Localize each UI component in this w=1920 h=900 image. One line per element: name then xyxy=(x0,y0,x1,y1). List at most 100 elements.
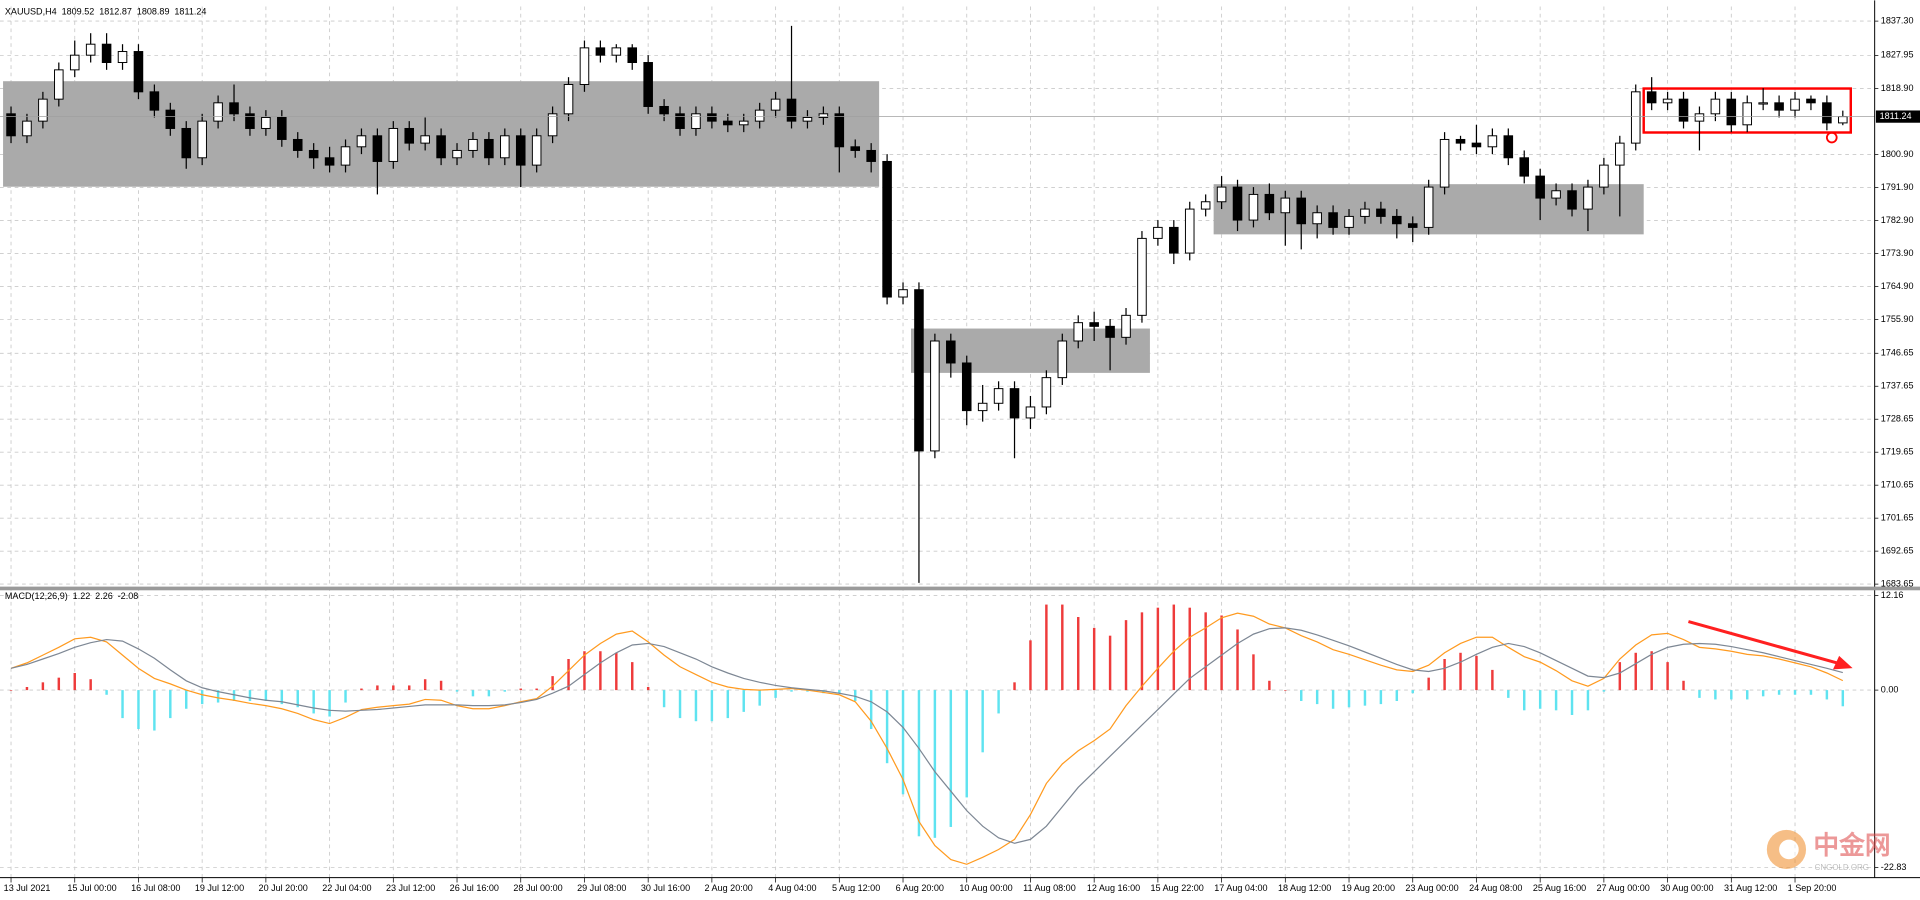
watermark-logo xyxy=(1779,839,1799,860)
candle-body xyxy=(579,47,590,85)
histogram-bar xyxy=(1570,690,1574,715)
x-tick-label: 26 Jul 16:00 xyxy=(450,883,499,893)
y-tick-label: 1683.65 xyxy=(1881,579,1914,589)
candle-body xyxy=(754,109,765,122)
candle-body xyxy=(54,69,64,100)
candle-body xyxy=(1057,340,1068,379)
candle-body xyxy=(484,138,494,159)
y-tick-label: 1719.65 xyxy=(1881,447,1914,457)
histogram-bar xyxy=(1284,690,1287,691)
candle-body xyxy=(802,116,813,122)
candle-body xyxy=(197,120,207,159)
candle-body xyxy=(436,135,446,159)
candle-body xyxy=(675,113,685,129)
histogram-bar xyxy=(1124,620,1128,691)
x-tick-label: 15 Aug 22:00 xyxy=(1151,883,1204,893)
candle-body xyxy=(149,91,160,111)
histogram-bar xyxy=(694,690,698,722)
histogram-bar xyxy=(615,652,618,691)
x-tick-label: 20 Jul 20:00 xyxy=(259,883,308,893)
candle-body xyxy=(1710,98,1721,115)
macd-header: MACD(12,26,9) 1.22 2.26 -2.08 xyxy=(5,591,138,601)
candle-body xyxy=(1567,190,1577,210)
price-header: XAUUSD,H4 1809.52 1812.87 1808.89 1811.24 xyxy=(5,7,207,17)
histogram-bar xyxy=(296,690,299,708)
histogram-bar xyxy=(1666,662,1669,691)
y-tick-label: 1710.65 xyxy=(1881,480,1914,490)
histogram-bar xyxy=(1188,607,1191,691)
x-tick-label: 29 Jul 08:00 xyxy=(577,883,626,893)
candle-body xyxy=(1662,98,1673,104)
watermark-name: 中金网 xyxy=(1813,830,1890,860)
histogram-bar xyxy=(360,688,363,691)
candle-body xyxy=(1073,322,1084,342)
candle-body xyxy=(1328,212,1338,228)
candle-body xyxy=(1376,208,1386,217)
histogram-bar xyxy=(1395,690,1399,701)
histogram-bar xyxy=(25,686,29,691)
histogram-bar xyxy=(1013,682,1016,691)
histogram-bar xyxy=(1746,690,1749,700)
last-price-box xyxy=(1875,110,1920,123)
histogram-bar xyxy=(1714,690,1717,700)
x-tick-label: 4 Aug 04:00 xyxy=(768,883,816,893)
y-tick-label: 1746.65 xyxy=(1881,348,1914,358)
histogram-bar xyxy=(1554,690,1558,711)
header-value: 2.26 xyxy=(95,591,113,601)
y-tick-label: 1837.30 xyxy=(1881,15,1914,25)
histogram-bar xyxy=(1841,690,1845,707)
candle-body xyxy=(1758,102,1768,105)
candle-body xyxy=(531,135,542,166)
histogram-bar xyxy=(105,690,108,695)
x-tick-label: 1 Sep 20:00 xyxy=(1788,883,1837,893)
x-tick-label: 30 Aug 00:00 xyxy=(1660,883,1713,893)
histogram-bar xyxy=(1507,690,1510,698)
candle-body xyxy=(277,116,287,140)
histogram-bar xyxy=(216,690,220,703)
histogram-bar xyxy=(471,690,475,697)
x-tick-label: 31 Aug 12:00 xyxy=(1724,883,1777,893)
histogram-bar xyxy=(280,690,284,705)
histogram-bar xyxy=(248,690,252,701)
candle-body xyxy=(515,135,526,166)
candle-body xyxy=(6,113,16,137)
candle-body xyxy=(1599,164,1609,188)
candle-body xyxy=(292,138,303,151)
candle-body xyxy=(547,113,558,137)
axis-layer: 13 Jul 2021 15 Jul 00:00 16 Jul 08:00 19 Ju… xyxy=(4,15,1920,893)
candle-body xyxy=(898,289,908,298)
histogram-bar xyxy=(742,690,745,712)
candle-body xyxy=(1630,91,1641,144)
x-tick-label: 6 Aug 20:00 xyxy=(896,883,944,893)
y-tick-label: 12.16 xyxy=(1881,590,1904,600)
histogram-bar xyxy=(1315,690,1319,705)
x-tick-label: 10 Aug 00:00 xyxy=(959,883,1012,893)
header-value: -2.08 xyxy=(118,591,139,601)
candle-body xyxy=(1216,186,1227,203)
histogram-bar xyxy=(1698,690,1701,698)
candle-body xyxy=(356,135,367,148)
header-open: 1809.52 xyxy=(62,7,95,17)
candle-body xyxy=(595,47,606,56)
candle-body xyxy=(834,113,845,148)
histogram-bar xyxy=(726,690,730,719)
histogram-bar xyxy=(89,679,92,691)
histogram-bar xyxy=(1156,607,1160,691)
candle-body xyxy=(468,138,478,151)
x-tick-label: 18 Aug 12:00 xyxy=(1278,883,1331,893)
x-tick-label: 19 Aug 20:00 xyxy=(1342,883,1395,893)
candle-body xyxy=(659,105,669,115)
candle-body xyxy=(308,149,319,159)
candle-body xyxy=(643,62,653,107)
histogram-bar xyxy=(678,690,682,719)
histogram-bar xyxy=(121,690,124,719)
y-tick-label: 1701.65 xyxy=(1881,513,1914,523)
candle-body xyxy=(882,160,892,298)
candle-body xyxy=(1471,142,1482,148)
candle-body xyxy=(1423,186,1434,228)
x-tick-label: 22 Jul 04:00 xyxy=(322,883,371,893)
x-tick-label: 13 Jul 2021 xyxy=(4,883,51,893)
histogram-bar xyxy=(1092,627,1096,691)
y-tick-label: 1773.90 xyxy=(1881,248,1914,258)
histogram-bar xyxy=(885,690,889,764)
